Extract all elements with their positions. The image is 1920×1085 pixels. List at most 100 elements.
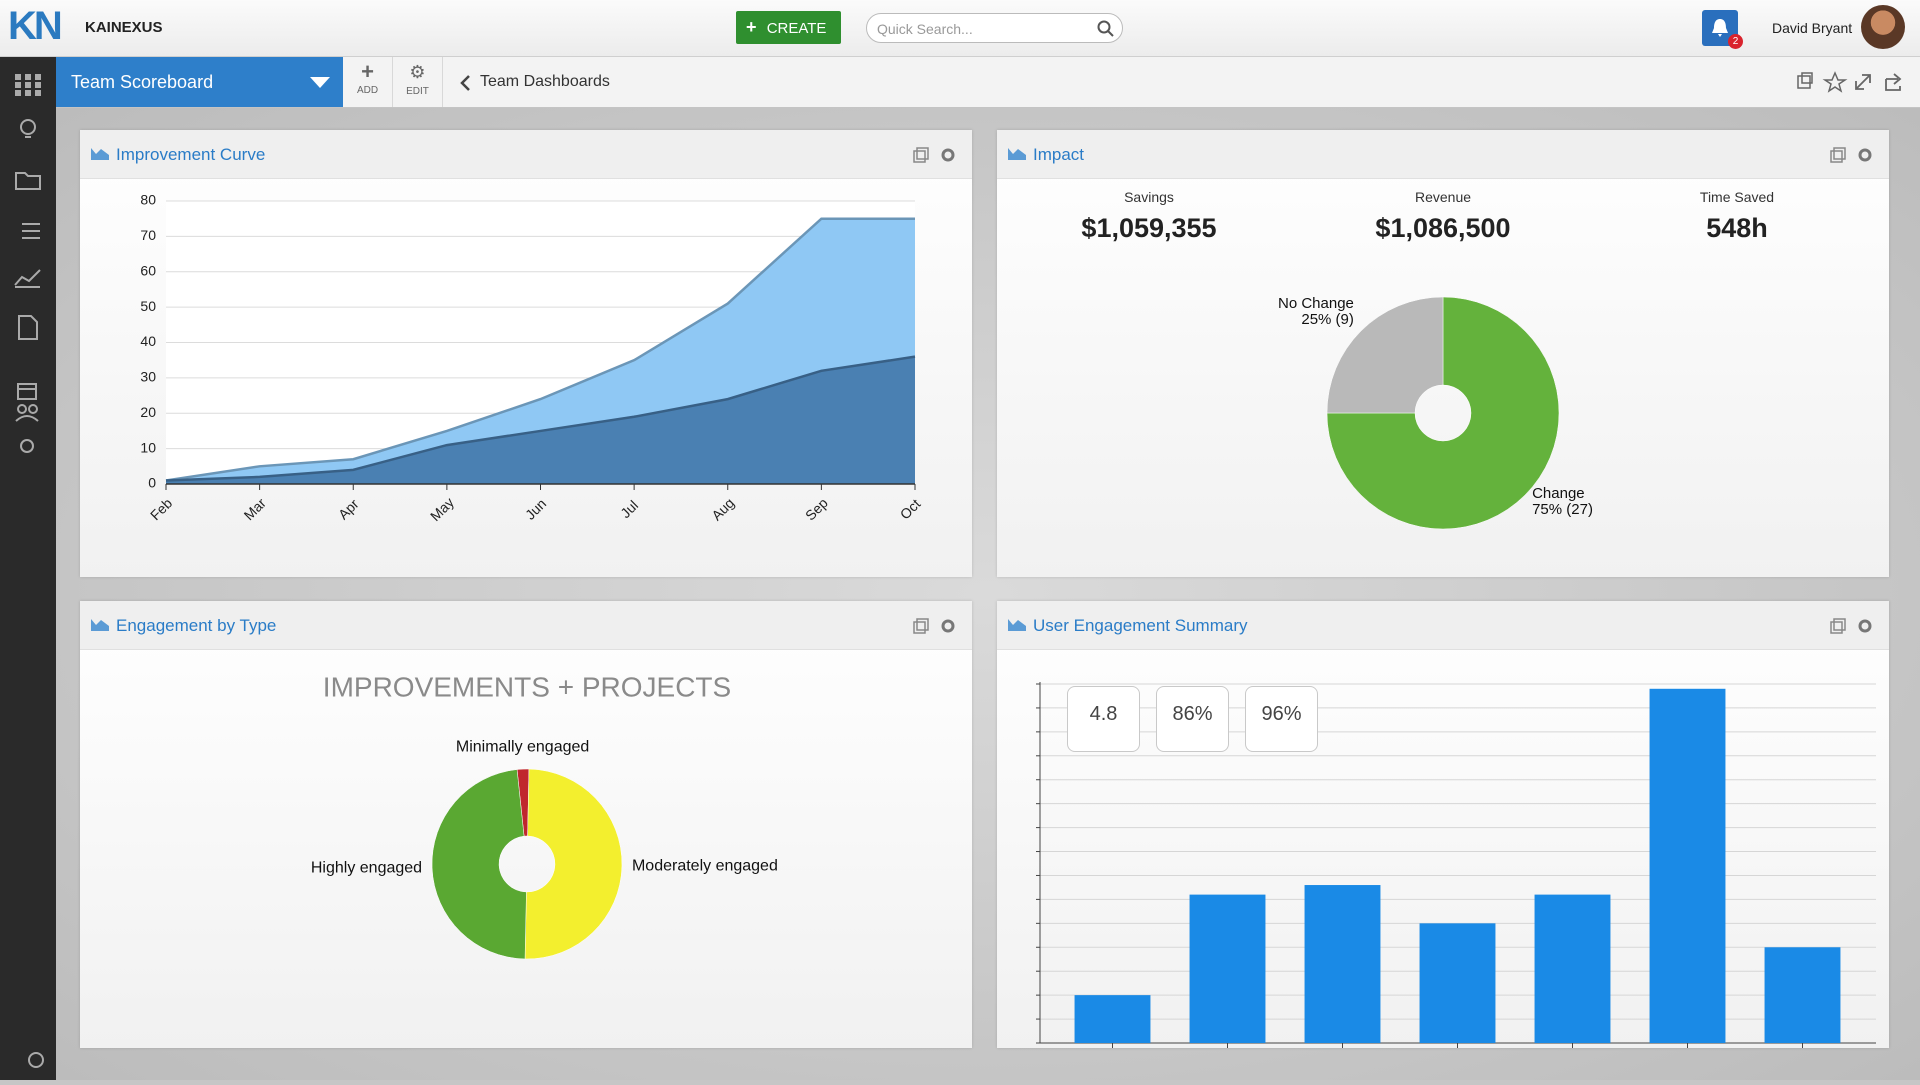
slice-label: Moderately engaged [632,857,778,874]
kpi-box: 4.8 [1067,686,1140,752]
panel-title[interactable]: Engagement by Type [116,616,277,635]
add-icon: + [361,59,374,84]
kpi: Time Saved 548h [1617,189,1857,244]
slice-label: Change [1532,485,1585,502]
panel-header: Improvement Curve [80,130,972,179]
slice-value-label: 75% (27) [1532,501,1593,518]
panel-title[interactable]: Improvement Curve [116,145,266,164]
back-chevron[interactable] [459,75,471,91]
bar [1304,885,1381,1043]
y-tick-label: 60 [140,262,156,278]
panel: User Engagement Summary 4.8 86% 96% [997,601,1889,1048]
avatar[interactable] [1861,5,1905,49]
x-tick-label: Sep [802,494,831,523]
panel-title[interactable]: User Engagement Summary [1033,616,1248,635]
x-tick-label: May [427,494,457,524]
panel-body: IMPROVEMENTS + PROJECTS Minimally engaged… [80,650,972,1048]
panel-tools[interactable] [912,146,958,164]
x-tick-label: Aug [708,495,737,524]
x-tick-label: Oct [897,496,924,523]
edit-button[interactable]: ⚙ EDIT [393,57,443,107]
kpi-value: $1,059,355 [1081,213,1217,243]
sidebar-icons[interactable] [0,57,56,1080]
caret [310,77,330,88]
logo[interactable]: KN [8,4,63,48]
bell-icon [1712,19,1728,37]
user-name[interactable]: David Bryant [1772,20,1853,36]
toolbar: Team Scoreboard + ADD ⚙ EDIT Team Dashbo… [56,57,1920,108]
bar [1189,894,1266,1043]
chart: IMPROVEMENTS + PROJECTS Minimally engaged… [311,671,778,960]
notifications-button[interactable]: 2 [1702,10,1743,49]
kpi-value: 86% [1172,703,1213,725]
kpi-label: Time Saved [1699,189,1775,205]
add-label: ADD [356,85,379,96]
notification-badge: 2 [1728,34,1743,49]
panel-title[interactable]: Impact [1033,145,1085,164]
panel-tools[interactable] [912,617,958,635]
dashboard-select[interactable]: Team Scoreboard [56,57,343,107]
kpi-label: Savings [1124,189,1174,205]
search-box[interactable]: Quick Search... [866,13,1123,43]
y-tick-label: 40 [140,333,156,349]
y-tick-label: 70 [140,227,156,243]
breadcrumb[interactable]: Team Dashboards [480,73,610,90]
panel: Impact Change 75% (27) No Change 25% (9) Sa… [997,130,1889,577]
search-placeholder: Quick Search... [877,21,973,37]
y-tick-label: 10 [140,439,156,455]
x-tick-label: Feb [147,495,176,524]
create-label: CREATE [766,20,827,37]
kpi: Revenue $1,086,500 [1323,189,1563,244]
panel-header: Engagement by Type [80,601,972,650]
x-tick-label: Jul [617,497,641,521]
pie-slice [1326,296,1560,530]
panel: Engagement by Type IMPROVEMENTS + PROJEC… [80,601,972,1048]
kpi-value: 548h [1706,213,1768,243]
area-fill [166,356,915,484]
panel-body: Change 75% (27) No Change 25% (9) Savings $1… [997,179,1889,577]
bar [1764,947,1841,1043]
area-line [165,217,915,482]
x-tick-label: Apr [335,495,362,522]
bar [1534,894,1611,1043]
bar [1419,923,1496,1043]
y-tick-label: 20 [140,404,156,420]
create-button[interactable]: + CREATE [736,11,841,44]
chart-icon [91,619,109,631]
kpi-box: 86% [1156,686,1229,752]
chart: 0 10 20 30 40 50 60 70 80 Feb Mar Apr May Jun Jul Aug Se… [140,192,924,524]
dashboard-name: Team Scoreboard [71,72,214,92]
y-tick-label: 30 [140,369,156,385]
search-icon [1097,20,1114,37]
chart-icon [1008,148,1026,160]
slice-label: Highly engaged [311,860,422,877]
chart-icon [91,148,109,160]
kpi-box: 96% [1245,686,1318,752]
y-tick-label: 50 [140,298,156,314]
area-line [165,355,916,482]
panel-body: 4.8 86% 96% [997,650,1889,1048]
brand: KAINEXUS [85,19,163,36]
pie-slice [524,768,623,960]
bar [1074,995,1151,1043]
chart-title: IMPROVEMENTS + PROJECTS [323,671,731,702]
sidebar [0,57,56,1080]
panel-tools[interactable] [1829,617,1875,635]
pie-slice [1326,296,1444,414]
x-tick-label: Mar [241,495,270,524]
slice-label: No Change [1278,295,1354,312]
chart-icon [1008,619,1026,631]
kpi-value: 96% [1261,703,1302,725]
slice-value-label: 25% (9) [1301,311,1354,328]
y-tick-label: 0 [148,475,156,491]
add-button[interactable]: + ADD [343,57,393,107]
panel: Improvement Curve 0 10 20 30 40 50 60 70 80 Feb Ma… [80,130,972,577]
edit-label: EDIT [406,86,429,97]
toolbar-actions[interactable] [1794,71,1914,93]
panel-tools[interactable] [1829,146,1875,164]
chart [1036,682,1876,1048]
panel-header: User Engagement Summary [997,601,1889,650]
panel-header: Impact [997,130,1889,179]
kpi: Savings $1,059,355 [1029,189,1269,244]
